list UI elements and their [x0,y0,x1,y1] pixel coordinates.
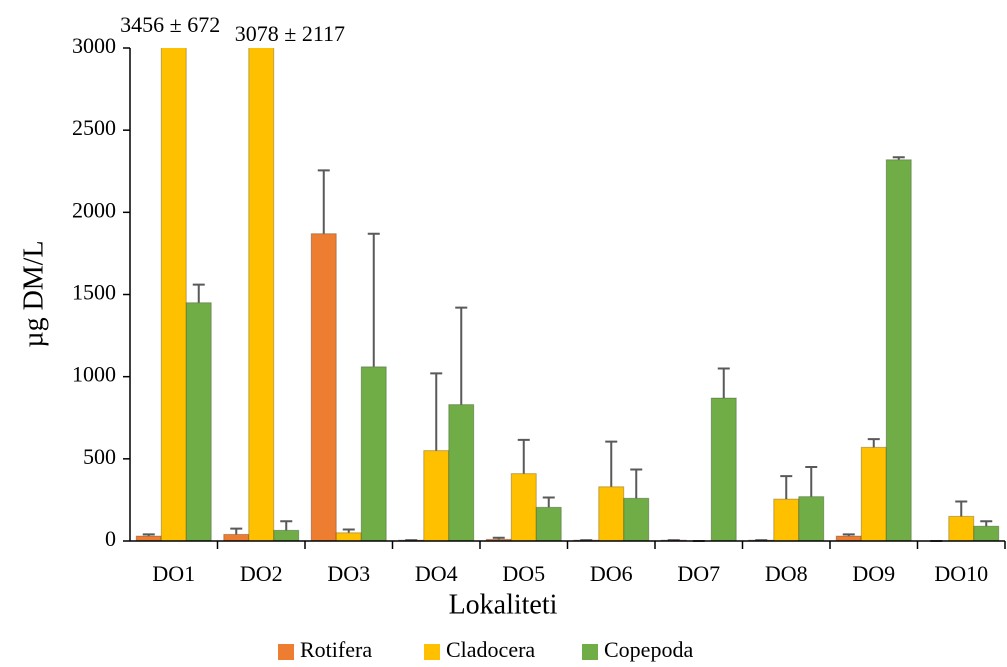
error-bar [280,520,293,531]
error-bar [867,438,880,448]
error-bar [605,440,618,487]
x-tick-label: DO5 [502,561,545,586]
error-bar [542,496,555,508]
legend-label: Cladocera [446,637,535,662]
y-tick-label: 500 [83,444,116,469]
y-tick-label: 3000 [72,33,116,58]
x-tick-label: DO4 [415,561,458,586]
bar [598,486,625,542]
y-tick-label: 2500 [72,115,116,140]
bar [973,525,1000,542]
error-bar [842,533,855,537]
y-tick-label: 0 [105,526,116,551]
plot-area [135,48,1000,542]
bar [773,498,800,542]
bar [223,533,250,542]
bar [710,397,737,542]
x-tick-label: DO8 [765,561,808,586]
bar [948,515,975,542]
x-tick-label: DO10 [934,561,988,586]
bar [360,366,387,542]
legend-swatch [278,644,294,660]
bar [860,446,887,542]
error-bar [230,527,243,535]
error-bar [717,367,730,399]
bar [423,450,450,542]
bar [160,48,187,542]
error-bar [492,536,505,540]
bar [535,506,562,542]
bar [623,497,650,542]
bar [798,496,825,542]
x-tick-label: DO9 [852,561,895,586]
bar [310,233,337,542]
error-bar [367,232,380,367]
x-tick-label: DO6 [590,561,633,586]
legend-swatch [424,644,440,660]
y-tick-label: 2000 [72,197,116,222]
error-bar [430,372,443,451]
y-tick-label: 1500 [72,280,116,305]
x-tick-label: DO7 [677,561,720,586]
bar [248,48,275,542]
legend-label: Copepoda [604,637,693,662]
value-label: 3456 ± 672 [120,12,220,37]
error-bar [317,169,330,234]
error-bar [517,438,530,474]
y-axis-label: µg DM/L [18,240,49,347]
y-tick-label: 1000 [72,362,116,387]
error-bar [142,533,155,537]
bar [510,473,537,542]
error-bar [342,528,355,533]
x-tick-label: DO2 [240,561,283,586]
error-bar [192,283,205,303]
error-bar [805,466,818,497]
x-tick-label: DO3 [327,561,370,586]
value-label: 3078 ± 2117 [235,21,345,46]
x-tick-label: DO1 [152,561,195,586]
bar [185,302,212,542]
legend-label: Rotifera [300,637,372,662]
error-bar [455,306,468,405]
error-bar [955,500,968,517]
error-bar [630,468,643,499]
x-axis-label: Lokaliteti [449,589,558,620]
bar [448,404,475,542]
error-bar [980,520,993,527]
bar [273,529,300,542]
error-bar [780,475,793,500]
bar [885,159,912,542]
bar [335,532,362,542]
legend-swatch [582,644,598,660]
error-bar [892,156,905,160]
